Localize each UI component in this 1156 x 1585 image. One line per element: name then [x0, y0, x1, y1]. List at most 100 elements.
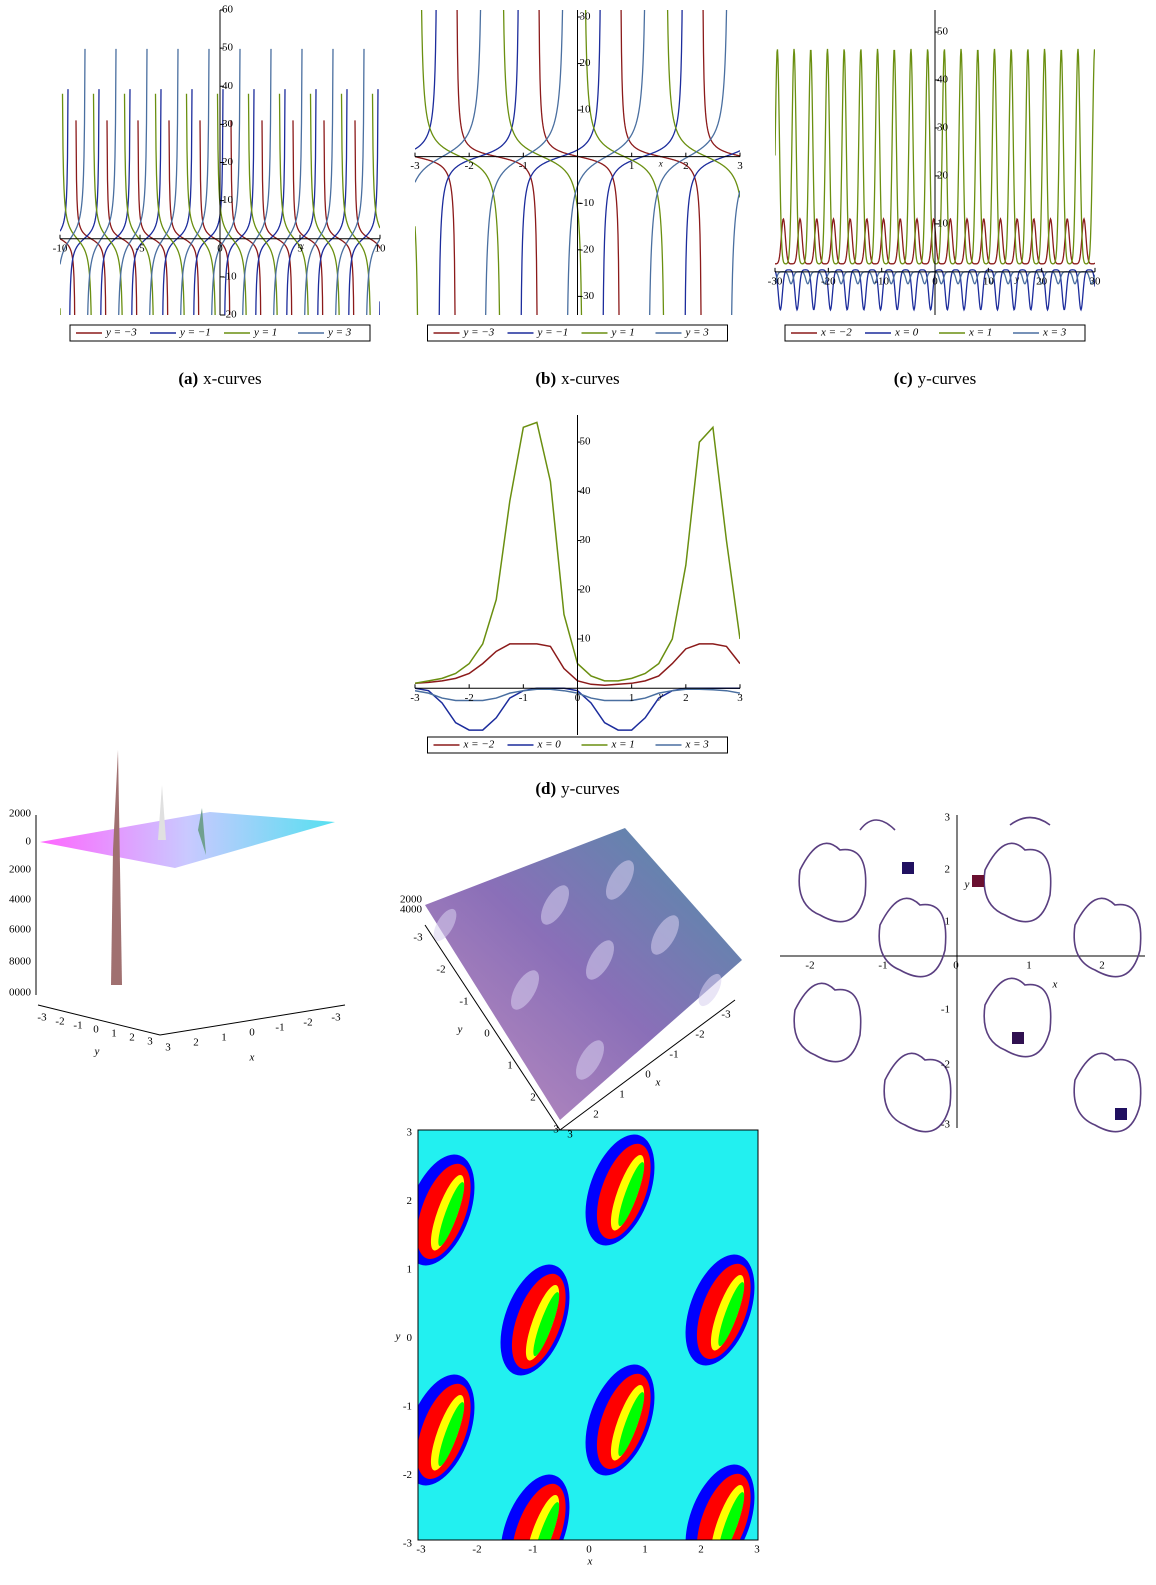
tick-label: 0000	[9, 987, 32, 999]
legend-label: x = 0	[537, 739, 562, 751]
legend-label: x = 3	[685, 739, 710, 751]
tick-label: -2	[805, 960, 814, 972]
y-tick-label: -20	[580, 243, 595, 255]
y-tick-label: 10	[222, 194, 234, 206]
tick-label: 1	[111, 1028, 117, 1040]
legend-label: y = −3	[463, 327, 495, 339]
x-tick-label: 3	[737, 160, 743, 172]
y-tick-label: 50	[580, 436, 592, 448]
tick-label: 2	[530, 1092, 536, 1104]
x-tick-label: -10	[53, 242, 68, 254]
x-tick-label: 0	[932, 275, 938, 287]
tick-label: -1	[669, 1049, 678, 1061]
y-tick-label: 40	[937, 74, 949, 86]
tick-label: 2	[945, 864, 951, 876]
tick-label: x	[1052, 979, 1058, 991]
tick-label: 1	[619, 1089, 625, 1101]
tick-label: x	[587, 1556, 593, 1568]
tick-label: 3	[165, 1042, 171, 1054]
tick-label: y	[395, 1331, 401, 1343]
tick-label: -2	[403, 1469, 412, 1481]
axis-label: y	[1014, 274, 1019, 284]
surface-3d: 2000 0 2000 4000 6000 8000 0000	[9, 750, 345, 1035]
y-tick-label: -30	[580, 290, 595, 302]
tick-label: -1	[878, 960, 887, 972]
caption: (a)x-curves	[178, 369, 261, 388]
legend-label: y = 1	[611, 327, 635, 339]
figure: 2000 0 2000 4000 6000 8000 0000 -10-5051…	[0, 0, 1156, 1580]
legend-label: y = −1	[179, 327, 211, 339]
y-tick-label: 40	[222, 80, 234, 92]
legend-label: x = −2	[820, 327, 852, 339]
tick-label: 3	[567, 1129, 573, 1141]
tick-label: 1	[642, 1544, 648, 1556]
y-tick-label: 30	[580, 11, 592, 23]
y-tick-label: 30	[580, 534, 592, 546]
x-tick-label: -2	[465, 160, 474, 172]
x-tick-label: 30	[1090, 275, 1102, 287]
tick-label: -1	[275, 1022, 284, 1034]
tick-label: 1	[407, 1264, 413, 1276]
caption-label: (d)	[535, 779, 556, 798]
tick-label: -3	[413, 932, 423, 944]
axis-label: x	[299, 241, 304, 251]
density-plot	[392, 1125, 768, 1580]
y-tick-label: 30	[222, 118, 234, 130]
x-tick-label: 2	[683, 692, 689, 704]
tick-label: -1	[73, 1020, 82, 1032]
y-tick-label: -10	[580, 197, 595, 209]
spike	[111, 750, 122, 985]
tick-label: -1	[459, 996, 468, 1008]
caption-label: (a)	[178, 369, 198, 388]
legend-label: y = 3	[685, 327, 710, 339]
tick-label: -2	[303, 1017, 312, 1029]
tick-label: 8000	[9, 956, 32, 968]
x-tick-label: 1	[629, 160, 635, 172]
legend-label: x = −2	[463, 739, 495, 751]
caption-text: x-curves	[561, 369, 620, 388]
x-tick-label: 10	[983, 275, 995, 287]
tick-label: -3	[403, 1538, 413, 1550]
tick-label: 4000	[400, 904, 423, 916]
tick-label: -3	[721, 1009, 731, 1021]
z-ticks: 2000 0 2000 4000 6000 8000 0000	[9, 808, 32, 999]
y-tick-label: 10	[937, 217, 949, 229]
x-tick-label: -2	[465, 692, 474, 704]
tick-label: -3	[37, 1012, 47, 1024]
x-tick-label: -30	[768, 275, 783, 287]
tick-label: 2	[407, 1195, 413, 1207]
x-tick-label: 0	[217, 242, 223, 254]
caption: (b)x-curves	[535, 369, 619, 388]
rotated-surface	[425, 828, 742, 1130]
tick-label: 1	[507, 1060, 513, 1072]
tick-label: 0	[645, 1069, 651, 1081]
tick-label: y	[94, 1046, 100, 1058]
spike	[158, 785, 166, 840]
tick-label: -1	[403, 1401, 412, 1413]
x-tick-label: 0	[575, 692, 581, 704]
tick-label: 2000	[9, 864, 32, 876]
tick-label: x	[249, 1052, 255, 1064]
tick-label: -2	[55, 1016, 64, 1028]
x-tick-label: -20	[821, 275, 836, 287]
legend-label: y = 3	[327, 327, 352, 339]
x-tick-label: -3	[410, 160, 420, 172]
tick-label: 2	[593, 1109, 599, 1121]
tick-label: 0	[93, 1024, 99, 1036]
tick-label: 3	[553, 1124, 559, 1136]
x-tick-label: -5	[135, 242, 145, 254]
tick-label: 2	[1099, 960, 1105, 972]
y-tick-label: 60	[222, 4, 234, 16]
y-tick-label: 20	[580, 583, 592, 595]
y-tick-label: 50	[937, 26, 949, 38]
y-tick-label: 20	[222, 156, 234, 168]
tick-label: 0	[249, 1027, 255, 1039]
tick-label: -2	[941, 1059, 950, 1071]
tick-label: 3	[407, 1127, 413, 1139]
y-tick-label: -10	[222, 270, 237, 282]
y-tick-label: 10	[580, 104, 592, 116]
tick-label: 2	[698, 1544, 704, 1556]
legend-label: y = −3	[105, 327, 137, 339]
